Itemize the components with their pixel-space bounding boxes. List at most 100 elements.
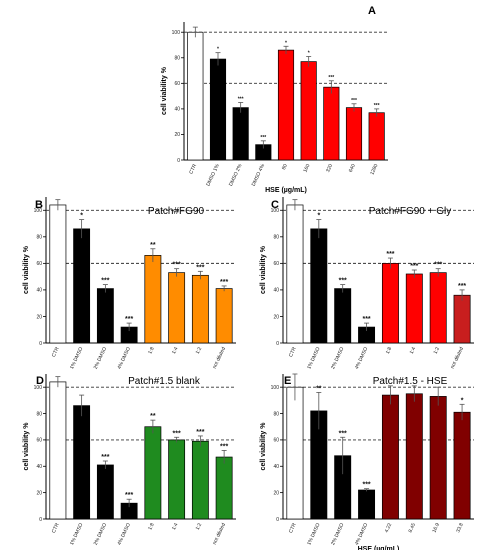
x-tick-label: CTR (288, 346, 298, 358)
bar (49, 204, 67, 344)
x-tick-label: 4% DMSO (354, 346, 369, 370)
bar (334, 288, 352, 344)
panel-annotation: Patch#FG90 (148, 206, 205, 217)
bar (286, 204, 304, 344)
bar (405, 273, 423, 344)
panel-letter: D (36, 375, 44, 387)
significance-label: *** (238, 97, 244, 103)
bar (191, 440, 209, 520)
x-tick-label: 1% DMSO (306, 346, 321, 370)
x-tick-label: not diluted (450, 346, 465, 370)
bar (310, 228, 328, 344)
significance-label: *** (362, 316, 370, 323)
bar (453, 411, 471, 520)
x-tick-label: 640 (348, 163, 357, 173)
bar (96, 464, 114, 520)
bar (73, 228, 91, 344)
significance-label: ** (150, 242, 156, 249)
x-tick-label: 4% DMSO (354, 522, 369, 546)
significance-label: *** (260, 135, 266, 141)
significance-label: *** (339, 278, 347, 285)
x-tick-label: 320 (325, 163, 334, 173)
x-tick-label: 1:8 (385, 346, 393, 355)
x-tick-label: 8.45 (408, 522, 418, 534)
x-tick-label: 1% DMSO (69, 522, 84, 546)
x-tick-label: 4% DMSO (117, 522, 132, 546)
x-tick-label: 160 (303, 163, 312, 173)
significance-label: *** (362, 482, 370, 489)
significance-label: *** (351, 98, 357, 104)
significance-label: *** (220, 443, 228, 450)
y-tick-label: 60 (273, 438, 279, 444)
x-tick-label: CTR (51, 346, 61, 358)
x-tick-label: 16.9 (431, 522, 441, 534)
significance-label: *** (374, 103, 380, 109)
bar (144, 426, 162, 520)
y-tick-label: 0 (39, 517, 42, 523)
x-tick-label: DMSO 2% (228, 163, 244, 187)
bar (168, 272, 186, 344)
bar (73, 405, 91, 520)
panel-letter: B (35, 199, 43, 211)
y-axis-label: cell viability % (23, 245, 30, 294)
x-tick-label: 4% DMSO (117, 346, 132, 370)
panel-letter: C (271, 199, 279, 211)
significance-label: ** (316, 385, 322, 392)
bar (49, 381, 67, 520)
bar (405, 393, 423, 520)
significance-label: * (80, 213, 83, 220)
bar (286, 386, 304, 520)
bar (215, 288, 233, 344)
significance-label: * (461, 397, 464, 404)
y-tick-label: 60 (36, 261, 42, 267)
significance-label: * (308, 51, 310, 57)
y-axis-label: cell viability % (260, 422, 267, 471)
x-tick-label: 1:8 (147, 346, 155, 355)
bar (381, 394, 399, 520)
significance-label: *** (196, 429, 204, 436)
x-tick-label: 1:4 (171, 522, 179, 531)
significance-label: * (317, 213, 320, 220)
bar (144, 255, 162, 344)
x-tick-label: 80 (281, 163, 289, 171)
significance-label: *** (173, 262, 181, 269)
significance-label: *** (125, 492, 133, 499)
bar (187, 31, 204, 161)
y-axis-label: cell viability % (260, 245, 267, 294)
significance-label: *** (125, 316, 133, 323)
significance-label: *** (434, 262, 442, 269)
y-tick-label: 80 (36, 235, 42, 241)
y-tick-label: 100 (172, 30, 181, 36)
bar (358, 489, 376, 520)
y-tick-label: 0 (276, 517, 279, 523)
significance-label: *** (386, 251, 394, 258)
y-tick-label: 100 (271, 208, 280, 214)
significance-label: ** (150, 413, 156, 420)
bar (215, 456, 233, 520)
panel-letter: E (284, 375, 291, 387)
x-tick-label: 1:8 (147, 522, 155, 531)
significance-label: *** (101, 454, 109, 461)
y-tick-label: 80 (36, 411, 42, 417)
bar (191, 274, 209, 344)
x-axis-label: HSE (µg/mL) (358, 546, 400, 550)
significance-label: *** (196, 264, 204, 271)
significance-label: *** (220, 279, 228, 286)
y-tick-label: 60 (174, 81, 180, 87)
y-tick-label: 40 (36, 288, 42, 294)
y-tick-label: 100 (34, 208, 43, 214)
panel-letter: A (368, 5, 376, 17)
x-tick-label: not diluted (212, 522, 227, 546)
bar (381, 263, 399, 344)
y-tick-label: 60 (273, 261, 279, 267)
significance-label: *** (173, 430, 181, 437)
chart-panel-b: 0 20 40 60 80 100 CTR * 1% DMSO *** 2% DMSO *** 4% D… (23, 197, 236, 370)
significance-label: *** (410, 263, 418, 270)
bar (168, 439, 186, 520)
x-tick-label: 33.8 (455, 522, 465, 534)
x-tick-label: 1:4 (409, 346, 417, 355)
y-tick-label: 0 (177, 158, 180, 164)
x-tick-label: 2% DMSO (330, 522, 345, 546)
x-tick-label: DMSO 1% (205, 163, 221, 187)
